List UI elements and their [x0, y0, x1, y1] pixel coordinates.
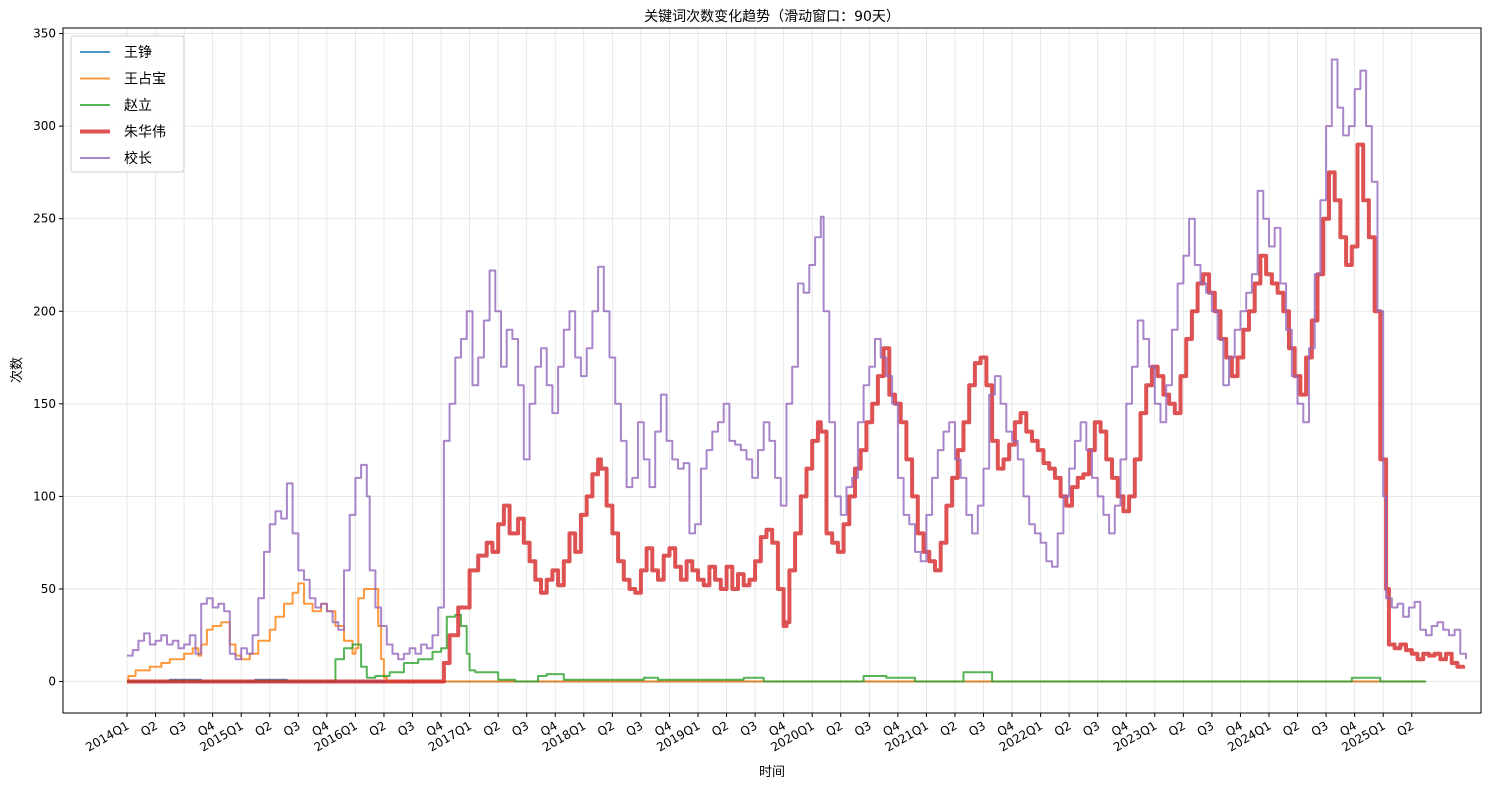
x-tick-label: Q2 — [709, 718, 731, 739]
x-tick-label: 2014Q1 — [83, 718, 131, 754]
y-tick-label: 50 — [41, 582, 56, 596]
x-tick-label: Q3 — [738, 718, 760, 739]
chart-title: 关键词次数变化趋势（滑动窗口：90天） — [644, 8, 900, 25]
grid — [63, 28, 1481, 713]
x-tick-label: Q3 — [395, 718, 417, 739]
series-line-1 — [127, 582, 1426, 683]
x-tick-label: Q2 — [1280, 718, 1302, 739]
legend-label-1: 王占宝 — [124, 72, 166, 88]
x-tick-label: Q3 — [281, 718, 303, 739]
x-tick-label: Q3 — [624, 718, 646, 739]
series-line-3 — [127, 142, 1466, 684]
x-tick-label: Q2 — [595, 718, 617, 739]
x-tick-label: Q3 — [1080, 718, 1102, 739]
y-tick-label: 150 — [33, 397, 56, 411]
x-tick-label: Q3 — [1309, 718, 1331, 739]
x-tick-label: Q2 — [1052, 718, 1074, 739]
x-tick-label: Q3 — [1195, 718, 1217, 739]
x-tick-label: Q3 — [509, 718, 531, 739]
y-tick-label: 200 — [33, 304, 56, 318]
plot-lines — [127, 58, 1467, 684]
x-tick-label: Q2 — [938, 718, 960, 739]
series-line-4 — [127, 58, 1467, 661]
x-tick-label: Q2 — [367, 718, 389, 739]
x-tick-label: Q3 — [167, 718, 189, 739]
series-line-2 — [127, 613, 1426, 683]
y-tick-label: 300 — [33, 119, 56, 133]
x-tick-label: Q2 — [138, 718, 160, 739]
x-tick-label: Q2 — [1394, 718, 1416, 739]
x-tick-label: Q3 — [852, 718, 874, 739]
y-tick-label: 250 — [33, 212, 56, 226]
x-tick-label: Q2 — [481, 718, 503, 739]
legend-label-2: 赵立 — [124, 98, 152, 114]
plot-frame — [62, 27, 1482, 714]
x-tick-label: Q3 — [966, 718, 988, 739]
legend-label-0: 王铮 — [124, 45, 152, 61]
y-axis: 0 50 100 150 200 250 300 350 — [33, 27, 63, 689]
x-tick-label: Q2 — [823, 718, 845, 739]
y-tick-label: 100 — [33, 489, 56, 503]
x-tick-label: Q2 — [1166, 718, 1188, 739]
y-tick-label: 350 — [33, 27, 56, 41]
legend-box — [70, 35, 185, 173]
y-axis-title: 次数 — [9, 357, 25, 383]
y-tick-label: 0 — [48, 675, 56, 689]
legend-label-4: 校长 — [124, 150, 152, 167]
legend-label-3: 朱华伟 — [124, 125, 166, 141]
x-axis-title: 时间 — [759, 765, 785, 780]
x-tick-label: Q2 — [252, 718, 274, 739]
